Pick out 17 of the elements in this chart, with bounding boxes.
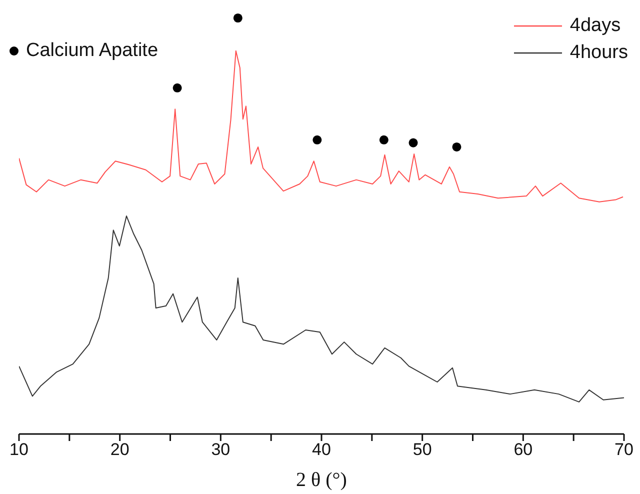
- x-tick-label: 10: [10, 440, 28, 460]
- legend-label: 4hours: [570, 42, 628, 64]
- x-axis-title: 2 θ (°): [296, 469, 347, 491]
- x-tick-label: 70: [614, 440, 634, 460]
- point: [408, 138, 418, 148]
- point: [452, 142, 462, 152]
- point: [312, 135, 322, 144]
- x-tick-label: 40: [312, 440, 331, 460]
- legend-label: Calcium Apatite: [26, 40, 158, 62]
- x-tick-label: 20: [110, 440, 130, 460]
- x-tick-label: 60: [514, 440, 533, 460]
- x-tick-label: 50: [412, 440, 432, 460]
- point: [379, 135, 388, 144]
- legend-label: 4days: [570, 14, 621, 36]
- point: [233, 13, 242, 23]
- x-tick-label: 30: [211, 440, 230, 460]
- point: [172, 83, 182, 92]
